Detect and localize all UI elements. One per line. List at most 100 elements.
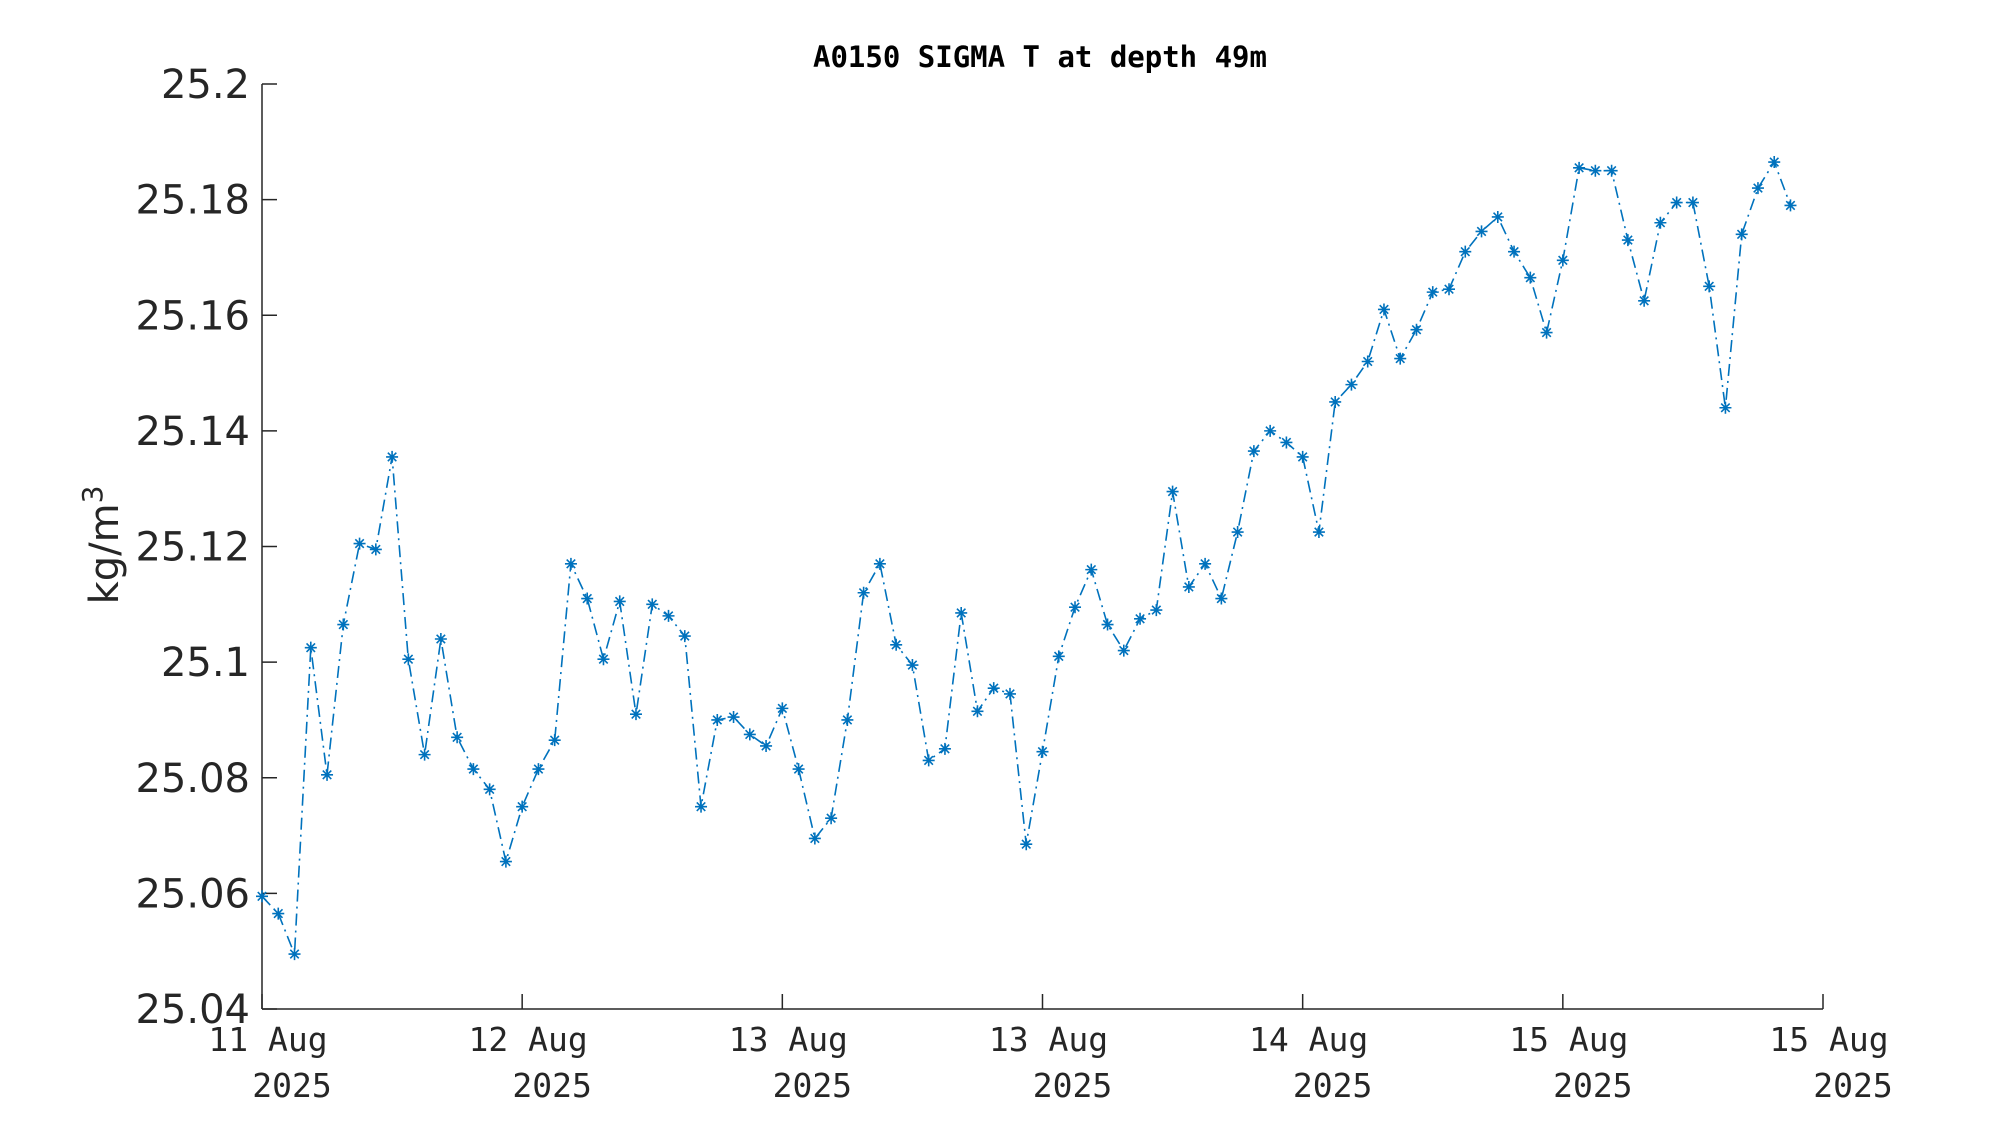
x-tick-label-date: 13 Aug (989, 1020, 1108, 1059)
y-tick-label: 25.1 (161, 640, 250, 686)
data-point-marker (1036, 745, 1049, 758)
data-point-marker (1312, 526, 1325, 539)
x-tick-label-date: 15 Aug (1509, 1020, 1628, 1059)
y-tick-label: 25.06 (135, 871, 250, 917)
data-point-marker (564, 557, 577, 570)
data-point-marker (922, 754, 935, 767)
data-point-marker (1638, 294, 1651, 307)
x-tick-label-date: 14 Aug (1249, 1020, 1368, 1059)
data-point-marker (1426, 286, 1439, 299)
data-point-marker (776, 702, 789, 715)
data-point-marker (890, 638, 903, 651)
x-tick-label-date: 15 Aug (1769, 1020, 1888, 1059)
data-point-marker (1150, 604, 1163, 617)
y-tick-label: 25.2 (161, 62, 250, 108)
data-point-marker (1247, 445, 1260, 458)
x-tick-label-date: 12 Aug (469, 1020, 588, 1059)
data-point-marker (532, 763, 545, 776)
data-point-marker (825, 812, 838, 825)
data-point-marker (695, 800, 708, 813)
x-tick-label-date: 11 Aug (208, 1020, 327, 1059)
data-point-marker (1719, 401, 1732, 414)
data-point-marker (1589, 164, 1602, 177)
data-point-marker (369, 543, 382, 556)
plot-area (256, 156, 1797, 961)
data-point-marker (483, 783, 496, 796)
data-point-marker (1735, 228, 1748, 241)
data-point-marker (434, 633, 447, 645)
data-point-marker (1670, 196, 1683, 209)
y-tick-label: 25.16 (135, 293, 250, 339)
data-point-marker (1361, 355, 1374, 368)
x-axis-ticks: 11 Aug 2025 12 Aug 2025 13 Aug 2025 13 Aug 2025… (208, 994, 1893, 1105)
data-point-marker (1703, 280, 1716, 293)
data-point-marker (743, 728, 756, 741)
data-point-marker (1491, 210, 1504, 223)
data-point-marker (1182, 580, 1195, 593)
data-point-marker (1003, 687, 1016, 700)
x-tick-label-year: 2025 (1033, 1066, 1112, 1105)
data-point-marker (938, 742, 951, 755)
data-point-marker (1020, 838, 1033, 851)
data-point-marker (727, 711, 740, 724)
data-point-marker (1069, 601, 1082, 614)
data-point-marker (1508, 245, 1521, 258)
data-point-marker (581, 592, 594, 605)
y-tick-label: 25.12 (135, 525, 250, 571)
y-axis-label-unit: kg/m (82, 503, 128, 604)
series-line (261, 160, 1792, 955)
data-point-marker (1751, 182, 1764, 195)
data-point-marker (792, 763, 805, 776)
data-point-marker (1329, 395, 1342, 408)
data-point-marker (1085, 563, 1098, 576)
x-tick-label-year: 2025 (1813, 1066, 1892, 1105)
data-point-marker (646, 598, 659, 611)
y-axis-ticks: 25.04 25.06 25.08 25.1 25.12 25.14 25.16 25.18 2… (135, 62, 277, 1033)
data-point-marker (1296, 450, 1309, 463)
data-point-marker (1621, 234, 1634, 247)
data-point-marker (1410, 323, 1423, 336)
data-point-marker (1345, 378, 1358, 391)
data-point-marker (1573, 161, 1586, 174)
data-point-marker (256, 890, 268, 903)
data-point-marker (1215, 592, 1228, 605)
data-point-marker (1377, 303, 1390, 316)
data-point-marker (1524, 271, 1537, 284)
y-axis-label: kg/m3 (76, 486, 128, 605)
data-point-marker (1264, 424, 1277, 437)
y-tick-label: 25.04 (135, 987, 250, 1033)
data-point-marker (1166, 485, 1179, 498)
data-point-marker (386, 450, 399, 463)
data-point-marker (987, 682, 1000, 695)
data-point-marker (971, 705, 984, 718)
data-point-marker (873, 557, 886, 570)
data-point-marker (499, 855, 512, 868)
data-point-marker (467, 763, 480, 776)
data-point-marker (451, 731, 464, 744)
chart-title: A0150 SIGMA T at depth 49m (813, 40, 1267, 74)
y-axis-label-exponent: 3 (76, 486, 109, 504)
data-point-marker (1443, 283, 1456, 296)
data-point-marker (1117, 644, 1130, 657)
data-point-marker (304, 641, 317, 654)
data-point-marker (906, 659, 919, 672)
data-point-marker (272, 907, 285, 920)
data-point-marker (288, 948, 301, 961)
data-point-marker (353, 537, 366, 550)
axes (261, 84, 1823, 1010)
data-point-marker (418, 748, 431, 761)
data-point-marker (1605, 164, 1618, 177)
data-point-marker (402, 653, 415, 666)
data-point-marker (808, 832, 821, 845)
y-tick-label: 25.08 (135, 756, 250, 802)
data-point-marker (337, 618, 350, 631)
data-point-marker (516, 800, 529, 813)
data-point-marker (1134, 612, 1147, 625)
data-point-marker (1231, 526, 1244, 539)
data-point-marker (548, 734, 561, 747)
data-point-marker (1784, 199, 1797, 212)
x-tick-label-year: 2025 (252, 1066, 331, 1105)
x-tick-label-year: 2025 (512, 1066, 591, 1105)
data-point-marker (1475, 225, 1488, 238)
data-point-marker (1686, 196, 1699, 209)
